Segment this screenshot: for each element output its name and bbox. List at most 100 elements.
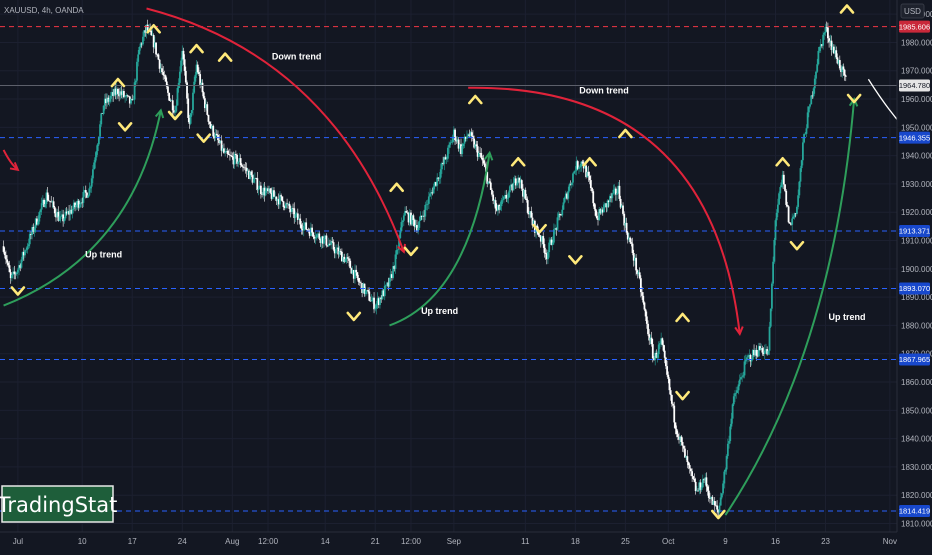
candle-body	[425, 204, 428, 206]
candle-body	[610, 196, 613, 199]
candle-body	[371, 297, 374, 300]
candle-body	[324, 235, 327, 238]
candle-body	[96, 144, 99, 152]
swing-high-chevron	[189, 43, 204, 54]
candle-body	[196, 64, 199, 73]
candle-body	[797, 195, 800, 207]
candle-body	[49, 200, 51, 202]
candle-body	[841, 66, 844, 73]
time-axis[interactable]: Jul 10 17 24 Aug 12:00 14 21 12:00 Sep 11 18 25 Oct 9 1…	[13, 537, 897, 546]
level-tag-label: 1867.965	[899, 355, 930, 364]
candle-body	[132, 99, 135, 101]
candle-body	[221, 148, 224, 151]
candle-body	[661, 338, 664, 345]
candle-body	[243, 167, 246, 169]
candle-body	[312, 232, 315, 237]
candle-body	[202, 92, 205, 99]
candle-body	[644, 309, 647, 317]
candle-body	[158, 59, 161, 69]
candle-body	[209, 124, 212, 129]
candle-body	[678, 436, 680, 440]
candle-body	[305, 222, 308, 230]
candle-body	[304, 222, 306, 226]
candle-body	[88, 188, 91, 196]
candle-body	[690, 468, 692, 472]
swing-low-chevron	[196, 133, 212, 143]
candle-body	[504, 194, 506, 197]
candle-body	[46, 192, 49, 201]
candle-body	[824, 27, 827, 33]
candle-body	[182, 50, 185, 60]
candle-body	[205, 104, 207, 109]
candle-body	[383, 285, 386, 297]
candle-body	[499, 206, 502, 210]
price-tick-label: 1850.000	[901, 406, 932, 415]
candle-body	[375, 303, 378, 309]
candle-body	[37, 221, 40, 225]
candle-body	[464, 136, 467, 139]
candle-body	[302, 225, 305, 231]
candle-body	[792, 216, 795, 219]
candle-body	[737, 384, 740, 391]
candle-body	[786, 204, 789, 207]
level-tag	[899, 20, 930, 33]
candle-body	[567, 190, 570, 199]
candle-body	[61, 214, 63, 217]
candle-body	[588, 175, 591, 181]
candle-body	[350, 268, 353, 274]
candle-body	[373, 297, 375, 310]
candle-body	[473, 138, 476, 148]
swing-high-chevron	[618, 128, 633, 139]
candle-body	[142, 36, 144, 45]
candle-body	[430, 192, 433, 194]
time-tick-label: 12:00	[401, 537, 422, 546]
candle-body	[831, 46, 834, 50]
candle-body	[549, 239, 552, 243]
candle-body	[542, 236, 545, 245]
candle-body	[514, 178, 517, 186]
candle-body	[211, 125, 213, 129]
candle-body	[822, 34, 825, 46]
candle-body	[193, 81, 196, 93]
candle-body	[662, 344, 665, 351]
candle-body	[518, 177, 521, 183]
candle-body	[618, 185, 621, 199]
candle-body	[491, 189, 493, 195]
candle-body	[356, 272, 359, 279]
candle-body	[463, 136, 466, 144]
candle-body	[829, 40, 832, 43]
price-tick-label: 1940.000	[901, 152, 932, 161]
down-trend-arrow	[468, 86, 741, 335]
candle-body	[208, 121, 211, 125]
candle-body	[137, 54, 140, 62]
candle-body	[12, 271, 15, 275]
candle-body	[612, 189, 615, 194]
candle-body	[139, 43, 142, 48]
candle-body	[743, 361, 746, 376]
candle-body	[725, 456, 728, 470]
candle-body	[474, 144, 477, 148]
candle-body	[420, 215, 423, 217]
candle-body	[779, 187, 782, 194]
candle-body	[151, 35, 154, 36]
candle-body	[575, 161, 578, 171]
candle-body	[680, 436, 683, 443]
candle-body	[25, 249, 28, 251]
candle-body	[757, 346, 760, 357]
candle-body	[19, 265, 22, 268]
candle-body	[724, 469, 727, 472]
candle-body	[762, 352, 765, 354]
candle-body	[668, 378, 671, 391]
candle-body	[819, 44, 822, 47]
candle-body	[781, 174, 784, 183]
candle-body	[603, 204, 605, 213]
candle-body	[64, 211, 67, 219]
candle-body	[70, 209, 73, 214]
candle-body	[771, 283, 773, 309]
candle-body	[34, 218, 37, 228]
trend-label: Down trend	[579, 85, 629, 95]
candle-body	[261, 193, 263, 195]
price-tick-label: 1960.000	[901, 95, 932, 104]
candle-body	[242, 166, 244, 168]
